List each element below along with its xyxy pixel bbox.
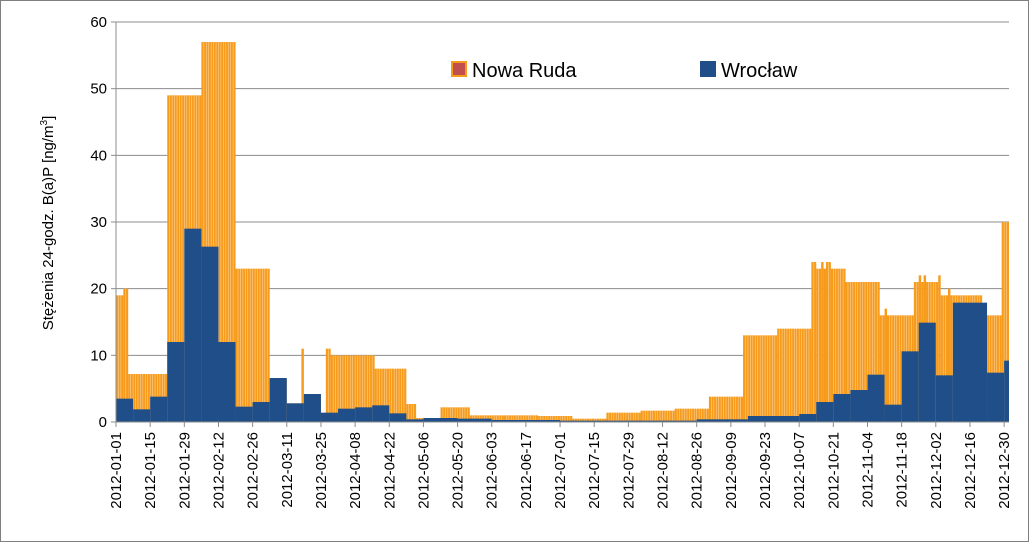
- x-tick-label: 2012-07-15: [586, 432, 603, 509]
- wroclaw-bar: [116, 398, 134, 422]
- x-tick-label: 2012-11-18: [894, 432, 911, 508]
- x-tick-label: 2012-08-12: [655, 432, 672, 509]
- x-tick-label: 2012-01-29: [176, 432, 193, 509]
- y-axis-label-end: ]: [40, 116, 57, 120]
- x-tick-label: 2012-03-11: [279, 432, 296, 508]
- y-tick-label: 0: [99, 414, 107, 431]
- y-tick-label: 40: [90, 147, 107, 164]
- x-tick-label: 2012-01-01: [108, 432, 125, 509]
- wroclaw-bar: [303, 394, 321, 422]
- wroclaw-bar: [286, 403, 304, 422]
- wroclaw-bar: [150, 396, 168, 422]
- wroclaw-bar: [389, 413, 407, 422]
- legend: Nowa Ruda Wrocław: [451, 60, 798, 82]
- y-tick-label: 10: [90, 347, 107, 364]
- y-axis-label: Stężenia 24-godz. B(a)P [ng/m3]: [39, 116, 57, 331]
- legend-label: Wrocław: [721, 60, 798, 82]
- wroclaw-bar: [491, 420, 561, 422]
- wroclaw-bar: [884, 404, 902, 422]
- wroclaw-bar: [560, 420, 697, 422]
- wroclaw-bar: [918, 322, 936, 422]
- wroclaw-bar: [696, 419, 748, 422]
- x-tick-label: 2012-10-07: [791, 432, 808, 509]
- wroclaw-bar: [423, 418, 458, 422]
- wroclaw-bar: [269, 378, 287, 422]
- x-tick-label: 2012-05-20: [450, 432, 467, 509]
- wroclaw-bar: [218, 342, 236, 422]
- y-tick-label: 50: [90, 81, 107, 98]
- x-tick-label: 2012-07-29: [620, 432, 637, 509]
- x-tick-label: 2012-04-22: [381, 432, 398, 509]
- series-wroclaw: [116, 228, 1009, 422]
- nowa-ruda-bar: [1001, 222, 1009, 422]
- wroclaw-bar: [867, 374, 885, 422]
- wroclaw-bar: [372, 405, 390, 422]
- wroclaw-bar: [952, 302, 988, 422]
- x-tick-label: 2012-10-21: [825, 432, 842, 509]
- x-tick-label: 2012-02-26: [245, 432, 262, 509]
- nowa-ruda-bar: [938, 275, 941, 422]
- y-tick-label: 20: [90, 281, 107, 298]
- x-tick-label: 2012-09-23: [757, 432, 774, 509]
- x-tick-label: 2012-01-15: [142, 432, 159, 509]
- legend-swatch: [451, 61, 467, 77]
- series-nowa-ruda: [116, 42, 1009, 422]
- y-tick-label: 30: [90, 214, 107, 231]
- wroclaw-bar: [901, 351, 919, 422]
- nowa-ruda-bar: [884, 308, 888, 422]
- x-tick-label: 2012-05-06: [415, 432, 432, 509]
- y-tick-label: 60: [90, 14, 107, 31]
- wroclaw-bar: [457, 418, 492, 422]
- nowa-ruda-bar: [116, 295, 124, 422]
- x-tick-label: 2012-09-09: [723, 432, 740, 509]
- wroclaw-bar: [1006, 372, 1009, 422]
- x-tick-label: 2012-03-25: [313, 432, 330, 509]
- wroclaw-bar: [133, 409, 151, 422]
- x-tick-label: 2012-12-02: [928, 432, 945, 509]
- x-tick-labels: 2012-01-01 2012-01-15 2012-01-29 2012-02-12…: [108, 422, 1013, 509]
- x-tick-label: 2012-12-16: [962, 432, 979, 509]
- wroclaw-bar: [184, 228, 202, 422]
- wroclaw-bar: [987, 372, 1005, 422]
- wroclaw-bar: [355, 407, 373, 422]
- wroclaw-bar: [235, 406, 253, 422]
- x-tick-label: 2012-08-26: [689, 432, 706, 509]
- x-tick-label: 2012-06-03: [484, 432, 501, 509]
- nowa-ruda-bar: [823, 268, 827, 422]
- x-tick-label: 2012-02-12: [210, 432, 227, 509]
- x-tick-label: 2012-06-17: [518, 432, 535, 509]
- y-axis-label-superscript: 3: [39, 119, 50, 125]
- wroclaw-bar: [320, 412, 339, 422]
- x-tick-label: 2012-07-01: [552, 432, 569, 509]
- wroclaw-bar: [816, 402, 834, 422]
- y-axis-label-main: Stężenia 24-godz. B(a)P [ng/m: [40, 125, 57, 330]
- x-tick-label: 2012-11-04: [859, 432, 876, 508]
- x-tick-label: 2012-12-30: [996, 432, 1013, 509]
- legend-label: Nowa Ruda: [472, 60, 577, 82]
- nowa-ruda-bar: [948, 288, 951, 422]
- nowa-ruda-bar: [940, 295, 949, 422]
- wroclaw-bar: [252, 402, 270, 422]
- wroclaw-bar: [935, 375, 953, 422]
- wroclaw-bar: [338, 408, 356, 422]
- x-tick-label: 2012-04-08: [347, 432, 364, 509]
- wroclaw-bar: [201, 246, 219, 422]
- wroclaw-bar: [747, 416, 800, 422]
- nowa-ruda-bar: [821, 262, 824, 422]
- wroclaw-bar: [799, 414, 817, 422]
- nowa-ruda-bar: [301, 348, 304, 422]
- wroclaw-bar: [167, 342, 185, 422]
- y-tick-labels: 0 10 20 30 40 50 60: [90, 14, 116, 431]
- legend-swatch: [700, 61, 716, 77]
- wroclaw-bar: [850, 390, 868, 422]
- wroclaw-bar: [833, 394, 851, 422]
- wroclaw-bar: [406, 419, 424, 422]
